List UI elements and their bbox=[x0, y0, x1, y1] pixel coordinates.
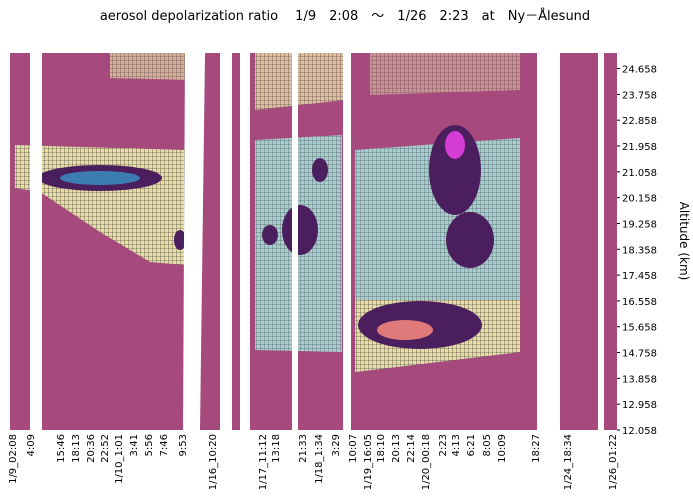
x-tick-label: 18:27 bbox=[531, 434, 542, 463]
y-tick-label: 12.058 bbox=[622, 426, 657, 437]
x-tick-label: 10:07 bbox=[348, 434, 359, 463]
y-tick-label: 20.158 bbox=[622, 194, 657, 205]
y-tick-label: 23.758 bbox=[622, 90, 657, 101]
x-tick-label: 1/18_1:34 bbox=[314, 434, 325, 484]
x-tick-label: 18:10 bbox=[376, 434, 387, 463]
y-tick-label: 13.858 bbox=[622, 374, 657, 385]
x-tick-label: 22:52 bbox=[100, 434, 111, 463]
x-tick-label: 1/16_10:20 bbox=[208, 434, 219, 490]
y-tick-label: 24.658 bbox=[622, 65, 657, 76]
chart-title: aerosol depolarization ratio 1/9 2:08 ～ … bbox=[100, 8, 590, 24]
y-tick-label: 21.958 bbox=[622, 142, 657, 153]
x-tick-label: 7:46 bbox=[159, 434, 170, 456]
x-tick-label: 5:56 bbox=[144, 434, 155, 456]
x-tick-label: 20:13 bbox=[391, 434, 402, 463]
x-tick-label: 20:36 bbox=[86, 434, 97, 463]
y-tick-label: 17.458 bbox=[622, 271, 657, 282]
x-tick-label: 9:53 bbox=[178, 434, 189, 456]
y-tick-label: 21.058 bbox=[622, 168, 657, 179]
x-tick-label: 3:41 bbox=[129, 434, 140, 456]
x-tick-label: 2:23 bbox=[438, 434, 449, 456]
x-tick-label: 4:13 bbox=[451, 434, 462, 456]
x-tick-label: 1/17_11:12 bbox=[258, 434, 269, 490]
y-tick-label: 15.658 bbox=[622, 323, 657, 334]
x-tick-label: 1/9_02:08 bbox=[8, 434, 19, 484]
y-tick-label: 22.858 bbox=[622, 116, 657, 127]
x-tick-label: 10:09 bbox=[497, 434, 508, 463]
x-tick-label: 13:18 bbox=[271, 434, 282, 463]
y-tick-label: 16.558 bbox=[622, 297, 657, 308]
x-tick-label: 3:29 bbox=[331, 434, 342, 456]
y-tick-label: 14.758 bbox=[622, 349, 657, 360]
y-tick-label: 19.258 bbox=[622, 219, 657, 230]
y-tick-label: 18.358 bbox=[622, 245, 657, 256]
contour-field bbox=[10, 53, 617, 430]
x-tick-label: 6:21 bbox=[466, 434, 477, 456]
y-axis-label: Altitude (km) bbox=[677, 202, 691, 281]
x-tick-label: 22:14 bbox=[406, 434, 417, 463]
x-tick-label: 1/26_01:22 bbox=[608, 434, 619, 490]
x-tick-label: 8:05 bbox=[482, 434, 493, 456]
x-tick-label: 1/19_16:05 bbox=[363, 434, 374, 490]
x-tick-label: 18:13 bbox=[71, 434, 82, 463]
x-tick-label: 1/10_1:01 bbox=[114, 434, 125, 484]
x-tick-label: 15:46 bbox=[56, 434, 67, 463]
x-tick-label: 21:33 bbox=[298, 434, 309, 463]
x-tick-label: 1/24_18:34 bbox=[563, 434, 574, 490]
x-tick-label: 1/20_00:18 bbox=[421, 434, 432, 490]
y-tick-label: 12.958 bbox=[622, 400, 657, 411]
x-tick-label: 4:09 bbox=[26, 434, 37, 456]
